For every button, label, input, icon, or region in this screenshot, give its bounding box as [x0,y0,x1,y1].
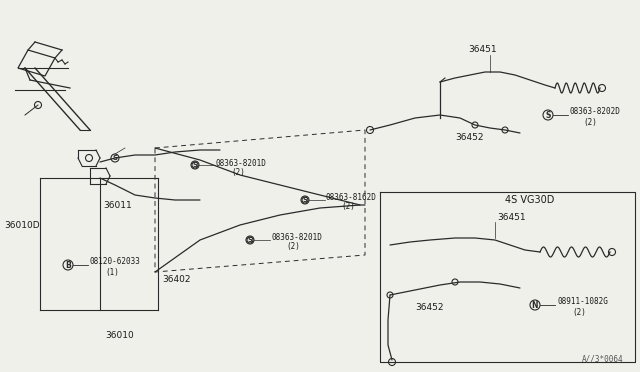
Text: 36010D: 36010D [4,221,40,230]
Text: 08120-62033: 08120-62033 [90,257,141,266]
Text: 36452: 36452 [415,304,444,312]
Text: 08363-8201D: 08363-8201D [271,232,322,241]
Text: 36451: 36451 [468,45,497,55]
Text: (1): (1) [105,267,119,276]
Text: 08911-1082G: 08911-1082G [557,298,608,307]
Text: S: S [545,110,550,119]
Text: (2): (2) [286,241,300,250]
Text: (2): (2) [231,167,245,176]
Text: 36452: 36452 [455,134,483,142]
Text: 36011: 36011 [103,201,132,209]
Text: (2): (2) [572,308,586,317]
Text: A//3*0064: A//3*0064 [582,355,623,364]
Text: S: S [113,155,118,161]
Text: 08363-8201D: 08363-8201D [216,158,267,167]
Text: B: B [65,260,71,269]
Text: (2): (2) [341,202,355,211]
Text: 36402: 36402 [162,276,191,285]
Text: (2): (2) [583,118,597,126]
Text: 08363-8162D: 08363-8162D [326,192,377,202]
Text: 36451: 36451 [497,214,525,222]
Text: 4S VG30D: 4S VG30D [505,195,554,205]
Text: N: N [532,301,538,310]
Text: 36010: 36010 [105,330,134,340]
Text: 08363-8202D: 08363-8202D [570,108,621,116]
Text: S: S [193,162,198,168]
Text: S: S [303,197,307,203]
Text: S: S [248,237,253,243]
